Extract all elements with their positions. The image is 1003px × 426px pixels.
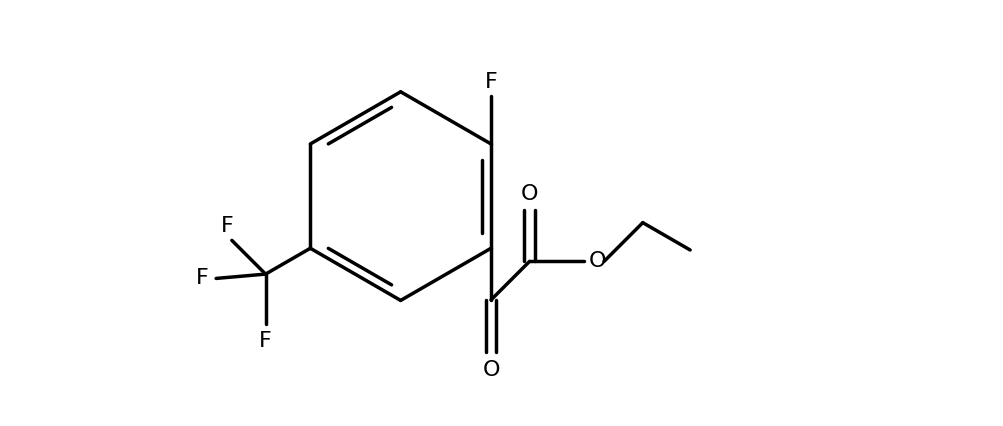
Text: F: F xyxy=(196,268,208,288)
Text: O: O xyxy=(481,360,499,380)
Text: F: F xyxy=(484,72,496,92)
Text: O: O xyxy=(521,184,538,204)
Text: F: F xyxy=(259,331,272,351)
Text: O: O xyxy=(588,251,605,271)
Text: F: F xyxy=(221,216,233,236)
